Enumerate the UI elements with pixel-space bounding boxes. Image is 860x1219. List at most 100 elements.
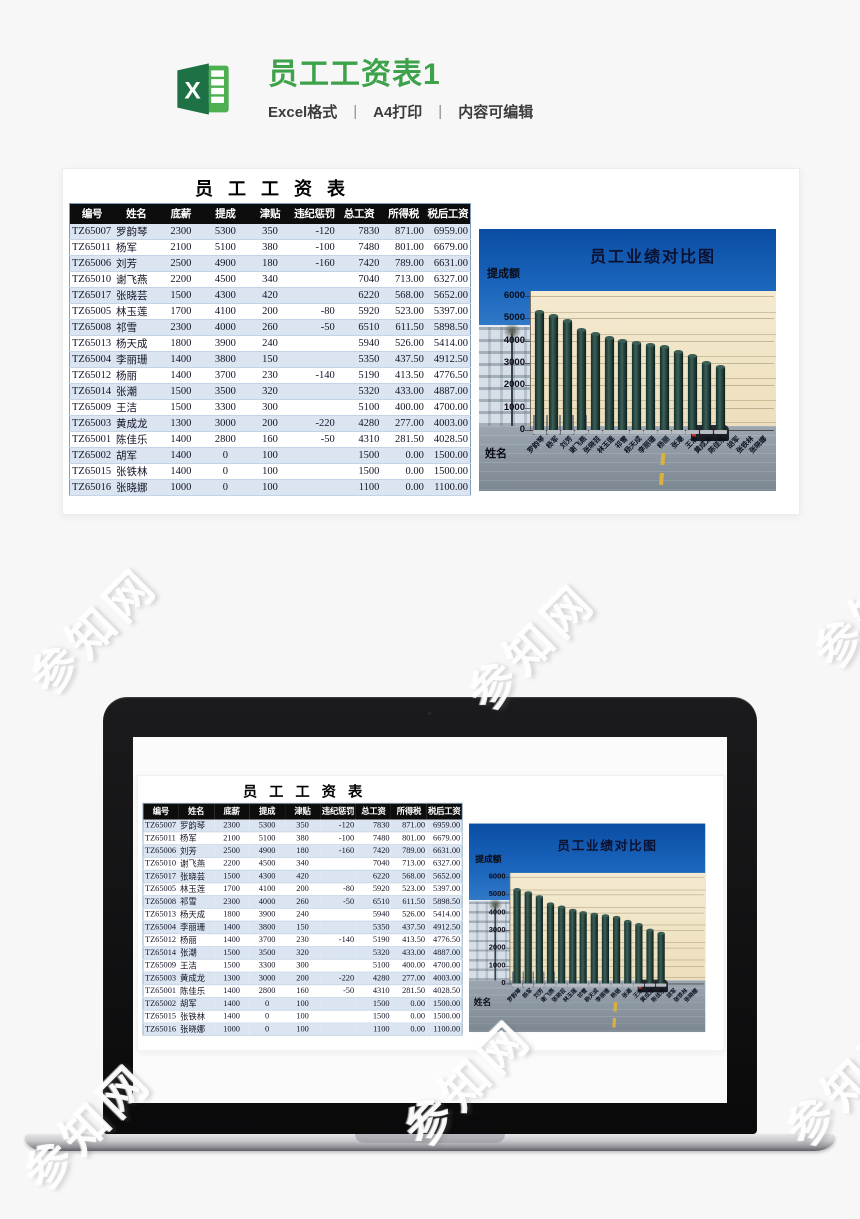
table-cell: TZ65007 [69, 223, 115, 240]
table-cell: 420 [284, 870, 321, 884]
table-cell: 黄成龙 [178, 972, 214, 986]
bar-王洁 [633, 923, 644, 987]
table-cell: 杨军 [114, 239, 159, 256]
table-cell: 陈佳乐 [114, 431, 159, 448]
table-cell: 罗韵琴 [178, 819, 214, 833]
table-cell: 6327.00 [425, 271, 471, 288]
y-tick-label: 0 [501, 978, 506, 988]
table-cell: -80 [320, 882, 356, 896]
table-row: TZ65013 杨天成 1800 3900 240 5940 526.00 5414.00 [69, 335, 471, 352]
table-cell: -120 [320, 819, 356, 833]
table-cell: 4003.00 [425, 415, 471, 432]
table-header-row: 编号 姓名 底薪 提成 津贴 违纪惩罚 总工资 所得税 税后工资 [142, 803, 463, 820]
bar-黄成龙 [699, 361, 713, 434]
bar-杨天成 [589, 912, 600, 987]
y-tick-mark [505, 876, 510, 878]
table-cell: 420 [247, 287, 293, 304]
table-cell: 5190 [336, 367, 382, 384]
table-cell: 4003.00 [426, 972, 463, 986]
y-tick-mark [525, 296, 530, 297]
bar-刘芳 [560, 318, 574, 435]
subtitle-print: A4打印 [373, 104, 423, 121]
table-cell: 6679.00 [426, 831, 463, 846]
table-cell: 胡军 [114, 447, 159, 464]
table-cell: 789.00 [381, 255, 426, 272]
table-cell: 1100.00 [425, 479, 471, 496]
table-cell: 4310 [355, 984, 392, 998]
table-row: TZ65003 黄成龙 1300 3000 200 -220 4280 277.00 4003.… [142, 972, 463, 986]
column-header: 税后工资 [426, 803, 463, 820]
table-cell: 4500 [203, 271, 248, 288]
table-row: TZ65016 张晓娜 1000 0 100 1100 0.00 1100.00 [69, 479, 471, 496]
table-cell: 340 [284, 857, 321, 871]
table-cell: 杨丽 [178, 933, 214, 947]
gridline [531, 318, 774, 320]
table-cell: 300 [284, 959, 321, 973]
table-cell: 413.50 [391, 933, 427, 947]
table-cell: 3900 [249, 908, 285, 922]
column-header: 津贴 [284, 803, 321, 820]
table-cell: 2300 [158, 223, 204, 240]
table-cell: 张潮 [178, 946, 214, 960]
table-cell: 5350 [336, 351, 382, 368]
column-header: 津贴 [247, 203, 293, 224]
bar-杨丽 [611, 916, 622, 987]
table-cell: 4280 [355, 972, 392, 986]
table-cell: 1500 [213, 946, 250, 960]
table-cell: 7040 [336, 271, 382, 288]
table-cell: 杨天成 [114, 335, 159, 352]
table-cell: 350 [247, 223, 293, 240]
bar-王洁 [685, 354, 699, 434]
table-cell: 160 [284, 984, 321, 998]
table-cell [292, 479, 337, 496]
column-header: 编号 [142, 803, 179, 820]
table-row: TZ65014 张潮 1500 3500 320 5320 433.00 4887.00 [69, 383, 471, 400]
x-axis-title: 姓名 [473, 997, 492, 1008]
table-cell: 611.50 [381, 319, 426, 336]
table-cell: 7480 [336, 239, 382, 256]
table-row: TZ65004 李丽珊 1400 3800 150 5350 437.50 4912.50 [142, 921, 463, 935]
table-cell: 7830 [355, 819, 392, 833]
table-cell: 523.00 [381, 303, 426, 320]
table-cell: 1500 [158, 287, 204, 304]
table-cell: TZ65008 [142, 895, 179, 909]
table-cell: 5320 [355, 946, 392, 960]
table-cell: TZ65007 [142, 819, 179, 833]
table-cell: 3300 [203, 399, 248, 416]
table-cell: 400.00 [391, 959, 427, 973]
bar-罗韵琴 [533, 309, 546, 435]
table-cell: 200 [284, 882, 321, 896]
y-axis [530, 291, 531, 431]
column-header: 底薪 [213, 803, 250, 820]
table-cell: 1000 [158, 479, 204, 496]
table-cell: 713.00 [391, 857, 427, 871]
table-body: TZ65007 罗韵琴 2300 5300 350 -120 7830 871.00 6959.… [142, 819, 463, 1037]
table-cell: TZ65013 [69, 335, 115, 352]
table-cell: -50 [292, 431, 337, 448]
bar-陈佳乐 [713, 365, 727, 434]
table-cell: -160 [292, 255, 337, 272]
building-photo [479, 325, 530, 426]
table-cell: TZ65012 [69, 367, 115, 384]
table-cell: TZ65009 [142, 959, 179, 973]
y-tick-label: 3000 [488, 925, 506, 935]
table-cell: 568.00 [391, 870, 427, 884]
table-cell: -50 [292, 319, 337, 336]
table-cell: 黄成龙 [114, 415, 159, 432]
table-cell: -50 [320, 895, 356, 909]
table-cell: 1500.00 [425, 447, 471, 464]
table-cell [320, 997, 356, 1011]
table-cell: TZ65005 [142, 882, 179, 896]
table-cell: 1400 [158, 463, 204, 480]
table-cell: 340 [247, 271, 293, 288]
table-cell: 611.50 [391, 895, 427, 909]
table-row: TZ65001 陈佳乐 1400 2800 160 -50 4310 281.50 4028.5… [69, 431, 471, 448]
table-cell: 张晓芸 [114, 287, 159, 304]
table-cell: 789.00 [391, 844, 427, 858]
subtitle-editable: 内容可编辑 [458, 104, 534, 121]
subtitle-format: Excel格式 [268, 104, 338, 121]
table-cell [292, 383, 337, 400]
table-cell: 3800 [249, 921, 285, 935]
main-preview: 员工工资表 编号 姓名 底薪 提成 津贴 违纪惩罚 总工资 所得税 税后工资 TZ65007 罗韵… [62, 168, 800, 515]
column-header: 提成 [249, 803, 285, 820]
